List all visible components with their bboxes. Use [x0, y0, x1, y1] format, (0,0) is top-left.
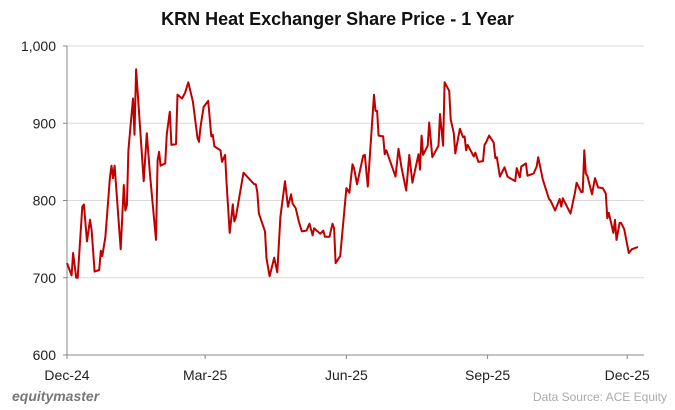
gridlines — [67, 45, 644, 356]
y-tick-label: 600 — [33, 347, 57, 363]
x-tick-label: Dec-25 — [605, 367, 650, 383]
x-tick-label: Mar-25 — [183, 367, 228, 383]
series-group — [66, 68, 639, 279]
x-tick-label: Sep-25 — [465, 367, 510, 383]
y-axis: 600 700 800 900 1,000 — [21, 38, 68, 363]
price-line — [66, 68, 639, 279]
x-axis: Dec-24 Mar-25 Jun-25 Sep-25 Dec-25 — [44, 355, 650, 383]
x-tick-label: Jun-25 — [325, 367, 368, 383]
x-tick-label: Dec-24 — [44, 367, 89, 383]
y-tick-label: 700 — [33, 270, 57, 286]
y-tick-label: 900 — [33, 115, 57, 131]
y-tick-label: 1,000 — [21, 38, 56, 54]
chart-title: KRN Heat Exchanger Share Price - 1 Year — [161, 9, 514, 29]
equitymaster-logo: equitymaster — [12, 388, 100, 404]
y-tick-label: 800 — [33, 193, 57, 209]
data-source-note: Data Source: ACE Equity — [532, 390, 667, 404]
